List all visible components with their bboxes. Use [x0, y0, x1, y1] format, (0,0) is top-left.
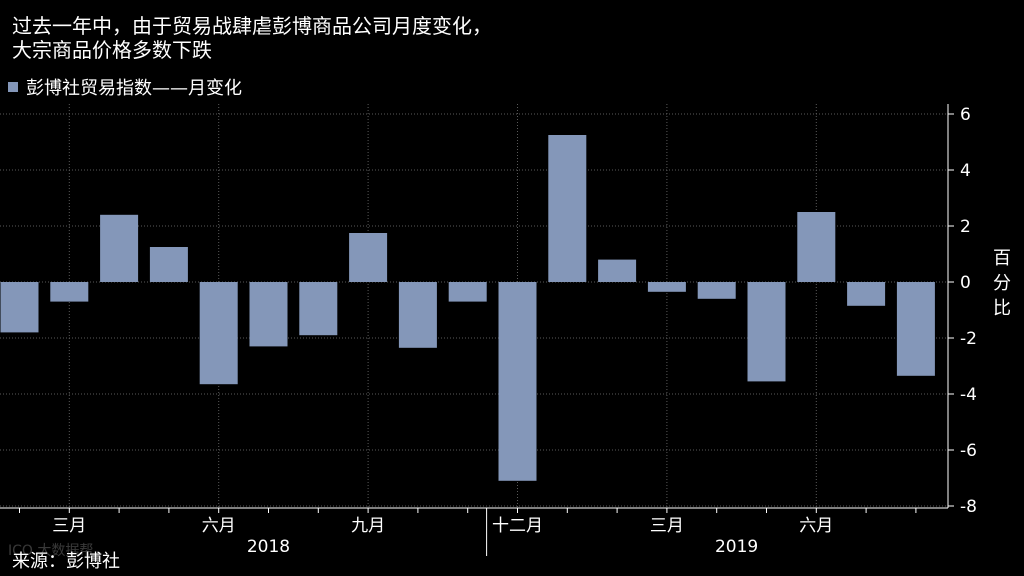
y-axis-label-char: 分 [993, 273, 1011, 294]
y-tick-label: 0 [960, 273, 971, 293]
y-tick-label: 6 [960, 105, 971, 125]
watermark: ICO 大数据帮 [8, 543, 94, 559]
x-tick-label: 九月 [351, 516, 385, 536]
chart-legend: 彭博社贸易指数——月变化 [8, 76, 242, 99]
bar [797, 212, 836, 282]
bar [896, 282, 935, 376]
bar [847, 282, 886, 306]
y-tick-label: -8 [960, 497, 977, 517]
y-tick-label: -6 [960, 441, 977, 461]
y-axis-label-char: 百 [993, 248, 1011, 269]
bar [747, 282, 786, 382]
bar [448, 282, 487, 302]
bar [299, 282, 338, 336]
bar [349, 233, 388, 282]
bar [149, 247, 188, 282]
x-tick-label: 十二月 [492, 516, 543, 536]
bar [0, 282, 39, 333]
legend-label: 彭博社贸易指数——月变化 [26, 78, 242, 99]
x-tick-label: 六月 [799, 516, 833, 536]
y-tick-label: 4 [960, 161, 971, 181]
bar [249, 282, 288, 347]
legend-swatch [8, 82, 18, 92]
bar [398, 282, 437, 348]
y-tick-label: -2 [960, 329, 977, 349]
bar [199, 282, 238, 385]
bar [548, 135, 587, 282]
year-label: 2019 [715, 537, 758, 557]
x-tick-label: 三月 [650, 516, 684, 536]
chart-title: 过去一年中，由于贸易战肆虐彭博商品公司月度变化， 大宗商品价格多数下跌 [12, 14, 772, 62]
bar [498, 282, 537, 481]
source-label: 来源：彭博社 [12, 551, 120, 572]
y-axis-label-char: 比 [993, 298, 1011, 319]
bar [100, 214, 139, 282]
chart-title-line-2: 大宗商品价格多数下跌 [12, 38, 212, 62]
bar [697, 282, 736, 299]
y-tick-label: 2 [960, 217, 971, 237]
x-tick-label: 三月 [52, 516, 86, 536]
y-tick-label: -4 [960, 385, 977, 405]
chart-title-line-1: 过去一年中，由于贸易战肆虐彭博商品公司月度变化， [12, 14, 492, 38]
year-label: 2018 [247, 537, 290, 557]
bar [50, 282, 89, 302]
x-tick-label: 六月 [202, 516, 236, 536]
bar [647, 282, 686, 292]
bar [598, 259, 637, 282]
